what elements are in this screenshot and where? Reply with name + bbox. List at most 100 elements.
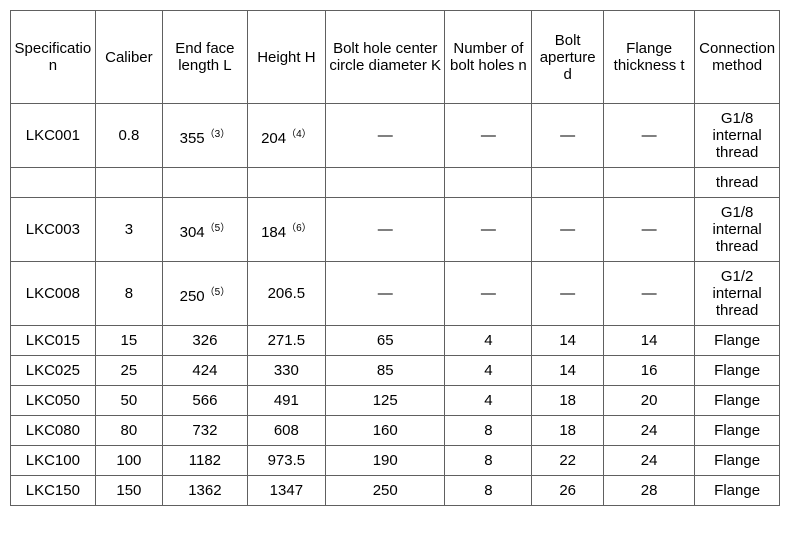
- cell-height: 491: [247, 386, 325, 416]
- cell-value: —: [642, 285, 657, 302]
- cell-boltap: [532, 168, 604, 198]
- cell-superscript: （4）: [286, 129, 312, 140]
- cell-flangethk: 24: [604, 446, 695, 476]
- cell-numbolt: 8: [445, 416, 532, 446]
- cell-value: 491: [274, 392, 299, 409]
- cell-value: LKC003: [26, 221, 80, 238]
- cell-value: 566: [192, 392, 217, 409]
- cell-boltap: 18: [532, 386, 604, 416]
- cell-spec: LKC150: [11, 476, 96, 506]
- cell-value: Flange: [714, 422, 760, 439]
- cell-value: 424: [192, 362, 217, 379]
- cell-spec: [11, 168, 96, 198]
- cell-value: 18: [559, 392, 576, 409]
- table-row: LKC1001001182973.519082224Flange: [11, 446, 780, 476]
- cell-value: 14: [641, 332, 658, 349]
- cell-value: 3: [125, 221, 133, 238]
- cell-height: 608: [247, 416, 325, 446]
- cell-value: 15: [121, 332, 138, 349]
- cell-numbolt: —: [445, 198, 532, 262]
- cell-flangethk: —: [604, 198, 695, 262]
- cell-flangethk: —: [604, 262, 695, 326]
- cell-value: 22: [559, 452, 576, 469]
- table-row: LKC1501501362134725082628Flange: [11, 476, 780, 506]
- cell-conn: G1/8 internal thread: [695, 104, 780, 168]
- cell-value: 8: [484, 482, 492, 499]
- col-header-height: Height H: [247, 11, 325, 104]
- cell-flangethk: 20: [604, 386, 695, 416]
- cell-boltap: 14: [532, 356, 604, 386]
- cell-flangethk: 28: [604, 476, 695, 506]
- cell-value: LKC015: [26, 332, 80, 349]
- cell-value: —: [642, 127, 657, 144]
- cell-value: 1182: [189, 452, 221, 469]
- cell-value: 26: [559, 482, 576, 499]
- cell-conn: thread: [695, 168, 780, 198]
- col-header-conn: Connection method: [695, 11, 780, 104]
- cell-spec: LKC100: [11, 446, 96, 476]
- cell-value: 608: [274, 422, 299, 439]
- table-row: LKC0033304（5）184（6）————G1/8 internal thr…: [11, 198, 780, 262]
- cell-value: 18: [559, 422, 576, 439]
- cell-numbolt: 8: [445, 476, 532, 506]
- cell-value: 24: [641, 422, 658, 439]
- table-row: LKC0505056649112541820Flange: [11, 386, 780, 416]
- cell-caliber: 15: [95, 326, 162, 356]
- cell-conn: Flange: [695, 326, 780, 356]
- cell-value: 8: [484, 452, 492, 469]
- cell-boltap: —: [532, 104, 604, 168]
- cell-value: 190: [373, 452, 398, 469]
- col-header-flangethk: Flange thickness t: [604, 11, 695, 104]
- cell-value: 330: [274, 362, 299, 379]
- cell-endface: 424: [163, 356, 248, 386]
- cell-value: G1/8 internal thread: [713, 110, 762, 161]
- cell-boltap: —: [532, 262, 604, 326]
- cell-value: 150: [116, 482, 141, 499]
- cell-value: —: [560, 221, 575, 238]
- cell-boltcircle: [325, 168, 444, 198]
- cell-value: 732: [192, 422, 217, 439]
- cell-value: Flange: [714, 362, 760, 379]
- table-row: thread: [11, 168, 780, 198]
- table-header: SpecificationCaliberEnd face length LHei…: [11, 11, 780, 104]
- cell-spec: LKC015: [11, 326, 96, 356]
- cell-value: LKC080: [26, 422, 80, 439]
- cell-value: LKC150: [26, 482, 80, 499]
- cell-value: 25: [121, 362, 138, 379]
- table-row: LKC080 80 732 608 160 8 18 24 Flange: [11, 416, 780, 446]
- cell-flangethk: 16: [604, 356, 695, 386]
- cell-value: 4: [484, 362, 492, 379]
- table-body: LKC0010.8355（3）204（4）————G1/8 internal t…: [11, 104, 780, 506]
- cell-value: 65: [377, 332, 394, 349]
- cell-value: —: [481, 285, 496, 302]
- cell-boltcircle: 190: [325, 446, 444, 476]
- cell-value: —: [378, 221, 393, 238]
- cell-value: 20: [641, 392, 658, 409]
- cell-endface: 1362: [163, 476, 248, 506]
- cell-caliber: 100: [95, 446, 162, 476]
- col-header-boltap: Bolt aperture d: [532, 11, 604, 104]
- cell-flangethk: —: [604, 104, 695, 168]
- cell-caliber: 0.8: [95, 104, 162, 168]
- cell-spec: LKC003: [11, 198, 96, 262]
- cell-superscript: （3）: [205, 129, 231, 140]
- cell-value: 160: [373, 422, 398, 439]
- cell-endface: [163, 168, 248, 198]
- cell-conn: Flange: [695, 446, 780, 476]
- cell-value: —: [560, 285, 575, 302]
- table-row: LKC025254243308541416Flange: [11, 356, 780, 386]
- cell-conn: Flange: [695, 356, 780, 386]
- cell-boltcircle: 160: [325, 416, 444, 446]
- cell-caliber: 8: [95, 262, 162, 326]
- cell-caliber: 3: [95, 198, 162, 262]
- cell-value: —: [378, 285, 393, 302]
- cell-value: 1362: [188, 482, 221, 499]
- cell-value: 4: [484, 332, 492, 349]
- cell-value: —: [642, 221, 657, 238]
- cell-endface: 1182: [163, 446, 248, 476]
- cell-numbolt: —: [445, 104, 532, 168]
- cell-boltcircle: —: [325, 262, 444, 326]
- cell-value: Flange: [714, 392, 760, 409]
- cell-boltcircle: 250: [325, 476, 444, 506]
- cell-value: 80: [121, 422, 138, 439]
